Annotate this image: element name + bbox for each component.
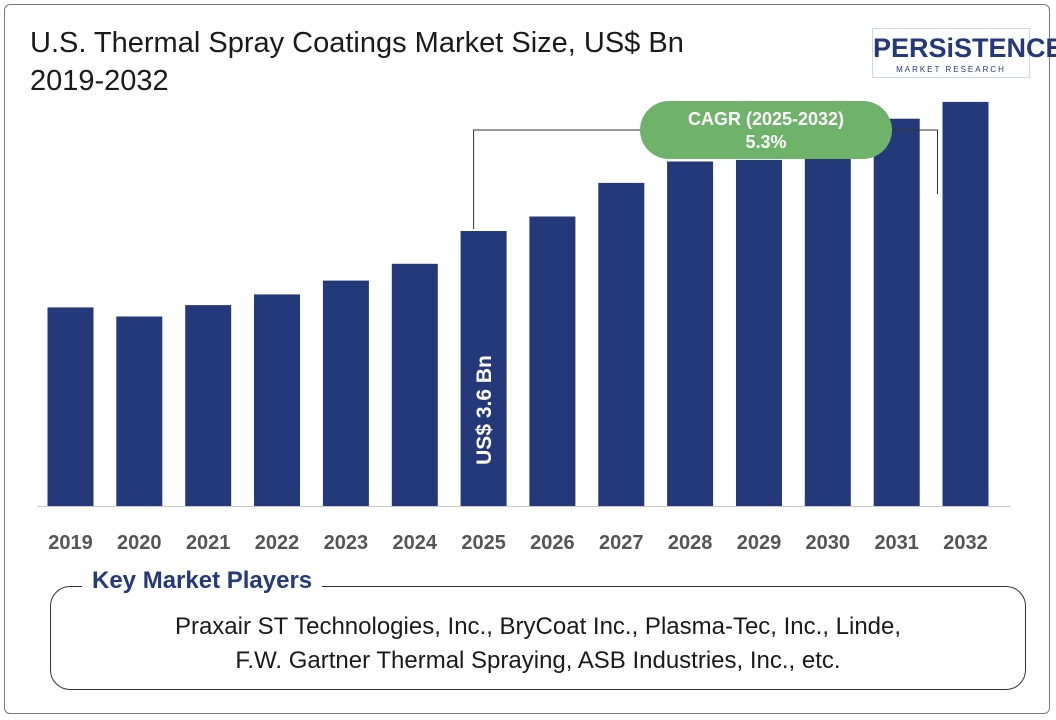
data-label-2025: US$ 3.6 Bn xyxy=(473,355,496,465)
x-tick-label-2023: 2023 xyxy=(324,532,369,554)
x-tick-label-2025: 2025 xyxy=(461,532,506,554)
bar-2024 xyxy=(391,263,438,506)
x-tick-label-2029: 2029 xyxy=(737,532,782,554)
key-players-list: Praxair ST Technologies, Inc., BryCoat I… xyxy=(50,610,1026,678)
bar-2022 xyxy=(254,294,300,506)
x-tick-label-2027: 2027 xyxy=(599,532,644,554)
x-tick-label-2030: 2030 xyxy=(806,532,851,554)
x-tick-label-2021: 2021 xyxy=(186,532,231,554)
chart-title-line2: 2019-2032 xyxy=(30,65,169,97)
x-tick-label-2020: 2020 xyxy=(117,532,162,554)
brand-logo: PERSiSTENCE MARKET RESEARCH xyxy=(872,28,1056,78)
key-players-title: Key Market Players xyxy=(82,566,323,596)
cagr-label: CAGR (2025-2032) xyxy=(688,109,844,129)
chart-title: U.S. Thermal Spray Coatings Market Size,… xyxy=(30,24,684,100)
bar-2029 xyxy=(736,159,782,506)
key-players-box xyxy=(50,586,1026,690)
x-tick-label-2026: 2026 xyxy=(530,532,575,554)
figure-frame xyxy=(4,4,1050,714)
bar-2025 xyxy=(460,231,507,506)
cagr-badge xyxy=(640,101,892,159)
bar-2026 xyxy=(529,216,576,506)
key-players-line2: F.W. Gartner Thermal Spraying, ASB Indus… xyxy=(235,647,841,674)
x-tick-label-2024: 2024 xyxy=(393,532,438,554)
x-tick-label-2031: 2031 xyxy=(874,532,919,554)
x-tick-label-2019: 2019 xyxy=(48,532,93,554)
bar-2020 xyxy=(116,316,163,506)
x-tick-label-2032: 2032 xyxy=(943,532,988,554)
bar-2021 xyxy=(185,305,232,506)
key-players-line1: Praxair ST Technologies, Inc., BryCoat I… xyxy=(174,613,902,640)
bar-2028 xyxy=(667,161,714,506)
logo-wordmark: PERSiSTENCE xyxy=(873,33,1056,63)
bar-2023 xyxy=(322,280,369,506)
chart-title-line1: U.S. Thermal Spray Coatings Market Size,… xyxy=(30,27,684,59)
x-tick-label-2028: 2028 xyxy=(668,532,713,554)
logo-tagline: MARKET RESEARCH xyxy=(896,65,1006,74)
x-tick-label-2022: 2022 xyxy=(255,532,300,554)
bar-2032 xyxy=(942,101,989,507)
bar-2019 xyxy=(47,307,94,506)
bar-2030 xyxy=(804,137,851,507)
bar-2031 xyxy=(873,118,920,506)
cagr-value: 5.3% xyxy=(745,132,786,152)
bar-2027 xyxy=(598,182,645,506)
